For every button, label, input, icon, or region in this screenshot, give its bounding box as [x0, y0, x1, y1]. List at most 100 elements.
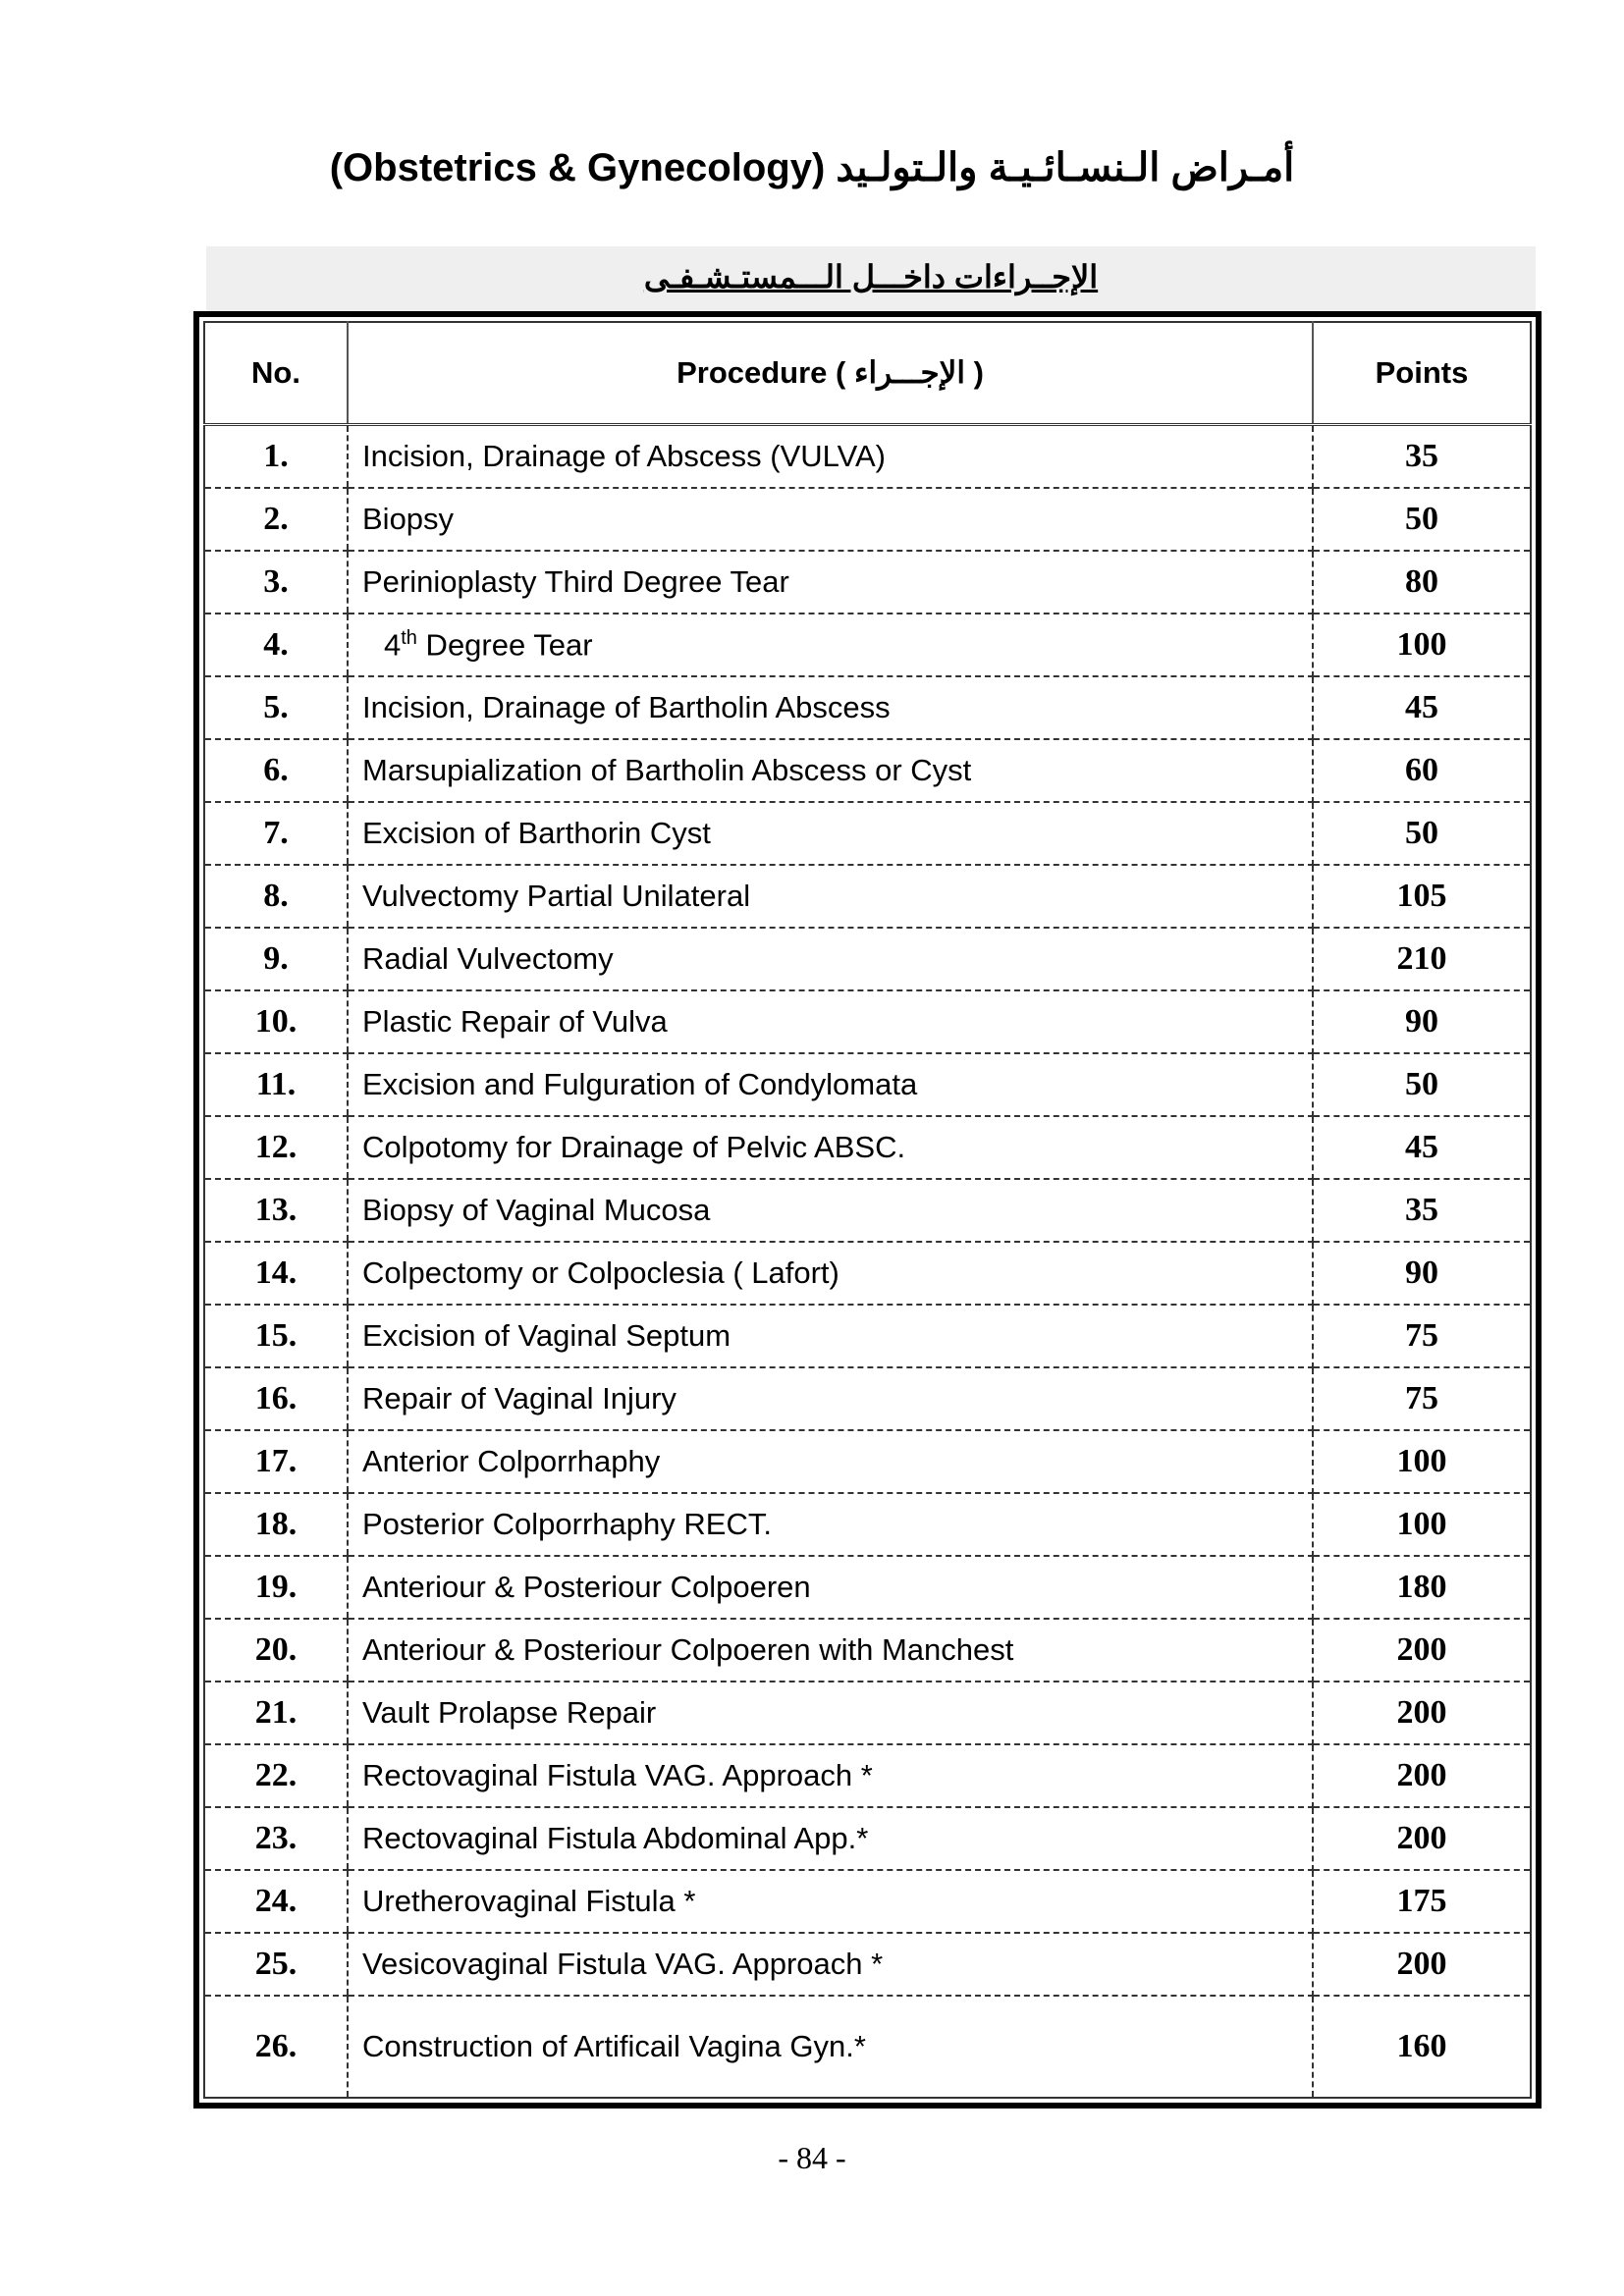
points-value: 200 [1313, 1682, 1531, 1745]
procedure-name: Vesicovaginal Fistula VAG. Approach * [347, 1933, 1314, 1997]
points-value: 75 [1313, 1305, 1531, 1368]
points-value: 45 [1313, 1116, 1531, 1180]
procedure-name: Rectovaginal Fistula VAG. Approach * [347, 1744, 1314, 1808]
points-value: 80 [1313, 551, 1531, 614]
procedures-table: No. Procedure ( الإجـــراء ) Points 1. In… [203, 321, 1532, 2099]
points-value: 60 [1313, 739, 1531, 803]
table-row: 13. Biopsy of Vaginal Mucosa 35 [204, 1179, 1531, 1243]
table-row: 15. Excision of Vaginal Septum 75 [204, 1305, 1531, 1368]
table-row: 1. Incision, Drainage of Abscess (VULVA) 3… [204, 424, 1531, 489]
table-row: 26. Construction of Artificail Vagina Gyn… [204, 1996, 1531, 2098]
row-number: 16. [204, 1367, 348, 1431]
procedure-name: 4th Degree Tear [347, 614, 1314, 677]
points-value: 50 [1313, 802, 1531, 866]
table-row: 16. Repair of Vaginal Injury 75 [204, 1367, 1531, 1431]
row-number: 3. [204, 551, 348, 614]
points-value: 90 [1313, 1242, 1531, 1306]
page-number: - 84 - [778, 2140, 846, 2175]
table-row: 10. Plastic Repair of Vulva 90 [204, 990, 1531, 1054]
row-number: 17. [204, 1430, 348, 1494]
points-value: 210 [1313, 928, 1531, 991]
procedure-name: Biopsy [347, 488, 1314, 552]
points-value: 200 [1313, 1933, 1531, 1997]
row-number: 13. [204, 1179, 348, 1243]
table-row: 12. Colpotomy for Drainage of Pelvic ABSC… [204, 1116, 1531, 1180]
row-number: 7. [204, 802, 348, 866]
row-number: 5. [204, 676, 348, 740]
points-value: 180 [1313, 1556, 1531, 1620]
points-value: 35 [1313, 1179, 1531, 1243]
procedure-name: Excision of Vaginal Septum [347, 1305, 1314, 1368]
points-value: 160 [1396, 2028, 1447, 2064]
table-row: 8. Vulvectomy Partial Unilateral 105 [204, 865, 1531, 929]
table-row: 23. Rectovaginal Fistula Abdominal App.* 2… [204, 1807, 1531, 1871]
points-value: 45 [1313, 676, 1531, 740]
header-procedure: Procedure ( الإجـــراء ) [347, 322, 1313, 426]
row-number: 10. [204, 990, 348, 1054]
procedure-name: Posterior Colporrhaphy RECT. [347, 1493, 1314, 1557]
row-number: 18. [204, 1493, 348, 1557]
table-row: 4. 4th Degree Tear 100 [204, 614, 1531, 677]
table-row: 7. Excision of Barthorin Cyst 50 [204, 802, 1531, 866]
row-number: 4. [204, 614, 348, 677]
table-row: 5. Incision, Drainage of Bartholin Absces… [204, 676, 1531, 740]
table-row: 21. Vault Prolapse Repair 200 [204, 1682, 1531, 1745]
procedure-name: Perinioplasty Third Degree Tear [347, 551, 1314, 614]
table-row: 3. Perinioplasty Third Degree Tear 80 [204, 551, 1531, 614]
row-number: 23. [204, 1807, 348, 1871]
row-number: 22. [204, 1744, 348, 1808]
procedure-name: Excision of Barthorin Cyst [347, 802, 1314, 866]
row-number: 8. [204, 865, 348, 929]
points-value: 200 [1313, 1807, 1531, 1871]
points-value: 35 [1313, 424, 1531, 489]
points-value: 100 [1313, 1430, 1531, 1494]
procedure-name: Incision, Drainage of Bartholin Abscess [347, 676, 1314, 740]
section-heading-band: الإجــراءات داخـــل الـــمستـشـفـى [206, 246, 1536, 311]
page-title: (Obstetrics & Gynecology) أمـراض الـنسـا… [329, 146, 1295, 189]
procedure-name: Vulvectomy Partial Unilateral [347, 865, 1314, 929]
row-number: 14. [204, 1242, 348, 1306]
procedure-name: Uretherovaginal Fistula * [347, 1870, 1314, 1934]
table-row: 2. Biopsy 50 [204, 488, 1531, 552]
procedure-name: Radial Vulvectomy [347, 928, 1314, 991]
procedure-name: Biopsy of Vaginal Mucosa [347, 1179, 1314, 1243]
procedure-name: Plastic Repair of Vulva [347, 990, 1314, 1054]
procedure-name: Anterior Colporrhaphy [347, 1430, 1314, 1494]
row-number: 21. [204, 1682, 348, 1745]
row-number: 1. [204, 424, 348, 489]
points-value: 100 [1313, 1493, 1531, 1557]
points-value: 200 [1313, 1619, 1531, 1682]
header-points: Points [1312, 322, 1531, 426]
table-row: 20. Anteriour & Posteriour Colpoeren with… [204, 1619, 1531, 1682]
row-number: 6. [204, 739, 348, 803]
table-row: 18. Posterior Colporrhaphy RECT. 100 [204, 1493, 1531, 1557]
row-number: 20. [204, 1619, 348, 1682]
header-no: No. [204, 322, 348, 426]
table-row: 17. Anterior Colporrhaphy 100 [204, 1430, 1531, 1494]
procedure-name: Construction of Artificail Vagina Gyn.* [347, 1996, 1314, 2098]
points-value: 175 [1313, 1870, 1531, 1934]
table-row: 11. Excision and Fulguration of Condyloma… [204, 1053, 1531, 1117]
procedures-table-frame: No. Procedure ( الإجـــراء ) Points 1. In… [193, 311, 1542, 2109]
row-number: 12. [204, 1116, 348, 1180]
procedure-name: Marsupialization of Bartholin Abscess or… [347, 739, 1314, 803]
row-number: 2. [204, 488, 348, 552]
procedure-name: Repair of Vaginal Injury [347, 1367, 1314, 1431]
row-number: 26. [254, 2028, 298, 2064]
table-row: 25. Vesicovaginal Fistula VAG. Approach *… [204, 1933, 1531, 1997]
procedure-name: Vault Prolapse Repair [347, 1682, 1314, 1745]
points-value: 90 [1313, 990, 1531, 1054]
table-row: 9. Radial Vulvectomy 210 [204, 928, 1531, 991]
table-row: 22. Rectovaginal Fistula VAG. Approach * 2… [204, 1744, 1531, 1808]
points-value: 200 [1313, 1744, 1531, 1808]
table-row: 14. Colpectomy or Colpoclesia ( Lafort) 90 [204, 1242, 1531, 1306]
row-number: 19. [204, 1556, 348, 1620]
row-number: 9. [204, 928, 348, 991]
points-value: 100 [1313, 614, 1531, 677]
points-value: 50 [1313, 488, 1531, 552]
procedure-name: Rectovaginal Fistula Abdominal App.* [347, 1807, 1314, 1871]
procedure-name: Excision and Fulguration of Condylomata [347, 1053, 1314, 1117]
table-row: 24. Uretherovaginal Fistula * 175 [204, 1870, 1531, 1934]
points-value: 105 [1313, 865, 1531, 929]
procedure-name: Anteriour & Posteriour Colpoeren with Ma… [347, 1619, 1314, 1682]
